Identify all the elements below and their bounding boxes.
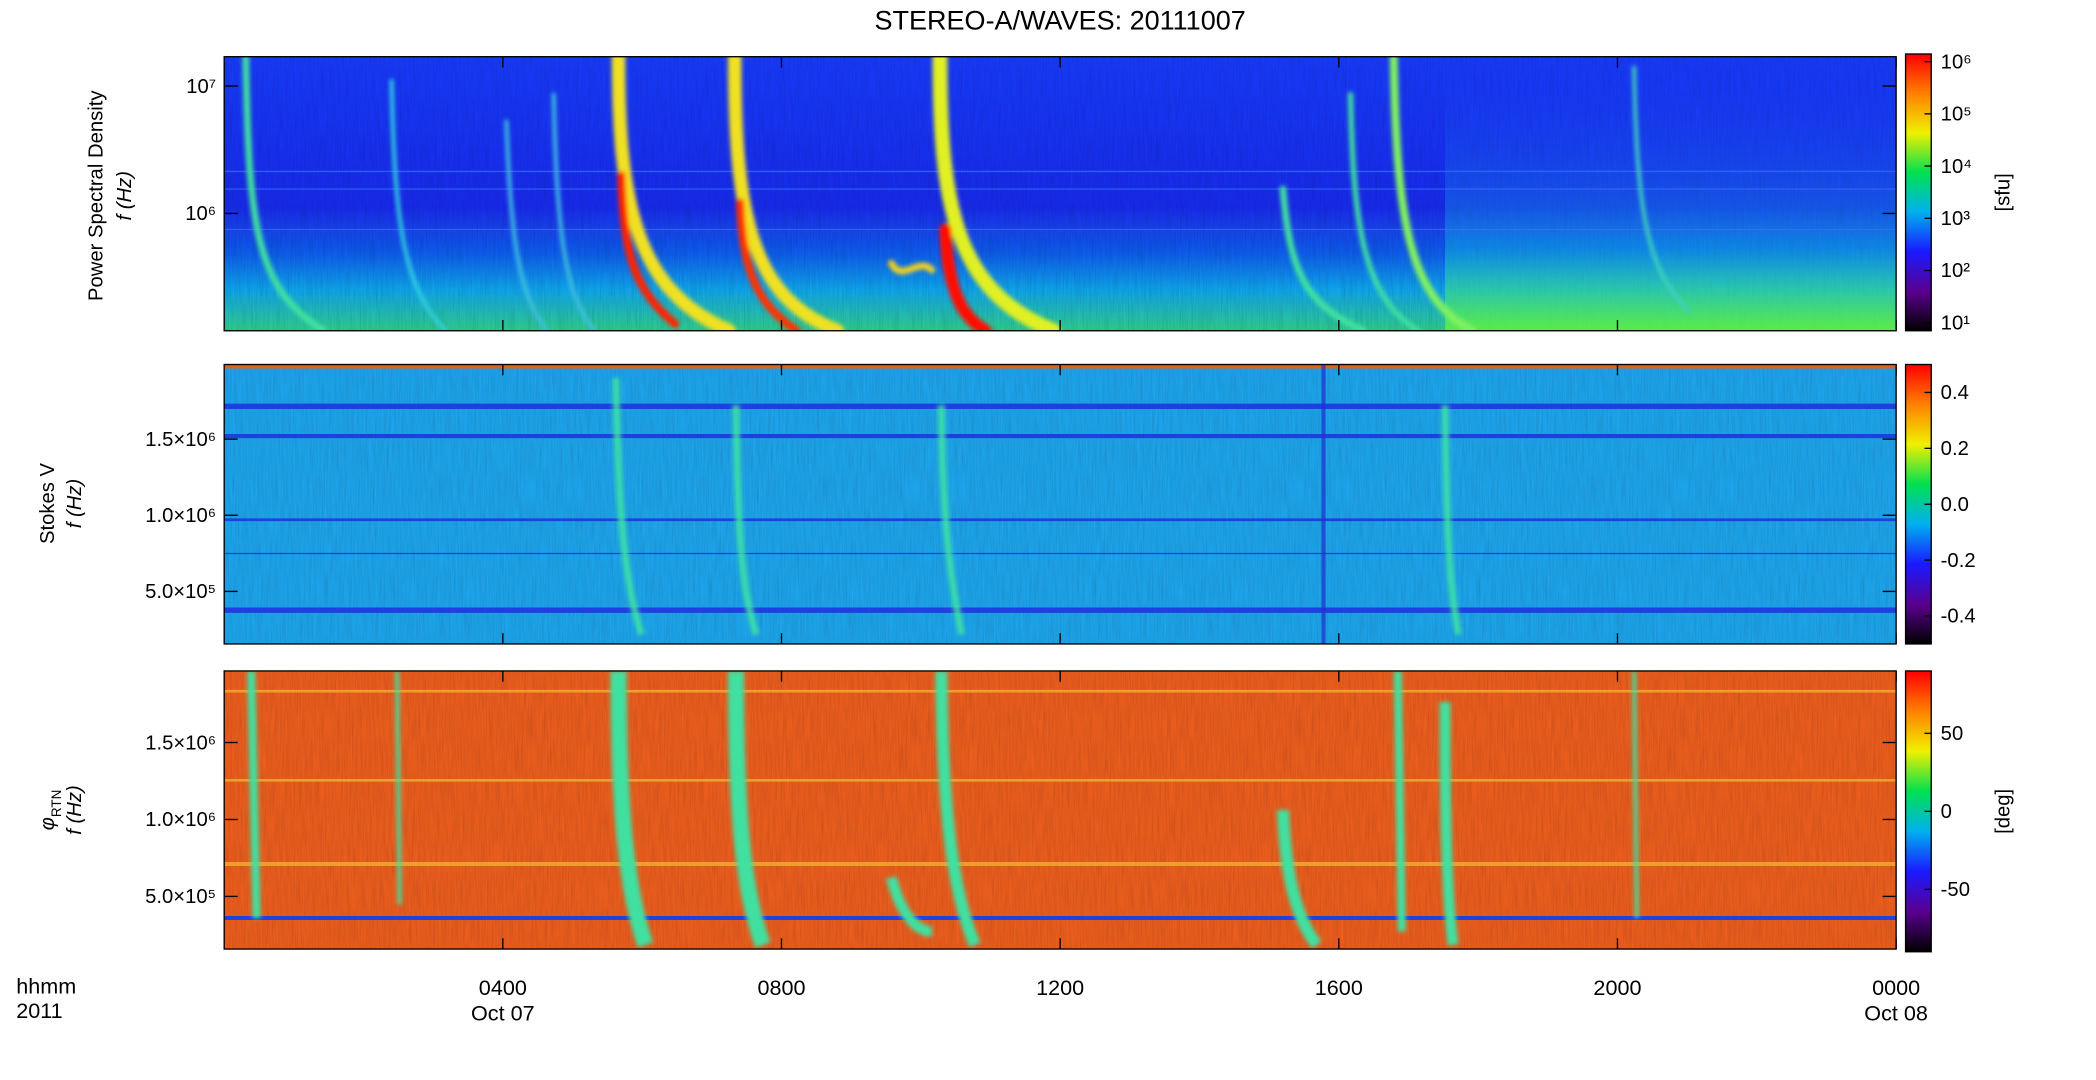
colorbar-tick-label: 0 <box>1941 801 1952 823</box>
y-tick-label: 10⁷ <box>186 76 216 98</box>
y-axis-label: Stokes V <box>37 463 59 545</box>
colorbar-tick-label: 10¹ <box>1941 312 1971 334</box>
y-axis-unit: f (Hz) <box>114 171 136 220</box>
y-axis-symbol: φ <box>37 817 59 830</box>
date-label: Oct 08 <box>1864 1001 1928 1026</box>
colorbar-tick-label: -50 <box>1941 879 1970 901</box>
spectrogram-image <box>224 56 1897 331</box>
x-tick-label: 1600 <box>1315 975 1363 1000</box>
colorbar-label: [deg] <box>1993 789 2015 834</box>
axes-frames <box>223 56 1897 950</box>
y-tick-label: 1.0×10⁶ <box>145 809 216 831</box>
colorbar-label: [sfu] <box>1993 173 2015 211</box>
y-axis-label: φRTN <box>37 790 64 831</box>
colorbar-tick-label: -0.2 <box>1941 550 1976 572</box>
y-tick-label: 1.5×10⁶ <box>145 732 216 754</box>
colorbar-tick-label: 0.4 <box>1941 382 1969 404</box>
phase-image <box>224 670 1897 950</box>
y-tick-label: 1.5×10⁶ <box>145 429 216 451</box>
colorbar-tick-label: 10⁶ <box>1941 51 1972 73</box>
y-tick-label: 5.0×10⁵ <box>145 581 216 603</box>
y-axis-subscript: RTN <box>49 790 64 818</box>
y-axis-label: Power Spectral Density <box>86 90 108 301</box>
y-axis-unit: f (Hz) <box>64 479 86 528</box>
y-axis-unit: f (Hz) <box>64 785 86 834</box>
x-tick-label: 0000 <box>1872 975 1920 1000</box>
stokes-image <box>224 364 1897 644</box>
x-tick-label: 0800 <box>757 975 805 1000</box>
y-tick-label: 1.0×10⁶ <box>145 505 216 527</box>
colorbar <box>1904 53 1932 332</box>
chart-title: STEREO-A/WAVES: 20111007 <box>875 6 1246 36</box>
colorbar-tick-label: 10⁴ <box>1941 156 1972 178</box>
colorbar-tick-label: 50 <box>1941 723 1964 745</box>
year-label: 2011 <box>16 998 62 1023</box>
colorbar-tick-label: -0.4 <box>1941 606 1976 628</box>
colorbar-tick-label: 10³ <box>1941 208 1971 230</box>
colorbar-tick-label: 0.0 <box>1941 494 1969 516</box>
date-label: Oct 07 <box>471 1001 535 1026</box>
y-tick-label: 10⁶ <box>185 203 216 225</box>
x-axis-label: hhmm <box>16 974 76 999</box>
y-tick-label: 5.0×10⁵ <box>145 886 216 908</box>
colorbar-tick-label: 10² <box>1941 260 1971 282</box>
x-tick-label: 2000 <box>1593 975 1641 1000</box>
x-tick-label: 0400 <box>479 975 527 1000</box>
colorbar-tick-label: 10⁵ <box>1941 104 1972 126</box>
colorbar-tick-label: 0.2 <box>1941 438 1969 460</box>
x-tick-label: 1200 <box>1036 975 1084 1000</box>
